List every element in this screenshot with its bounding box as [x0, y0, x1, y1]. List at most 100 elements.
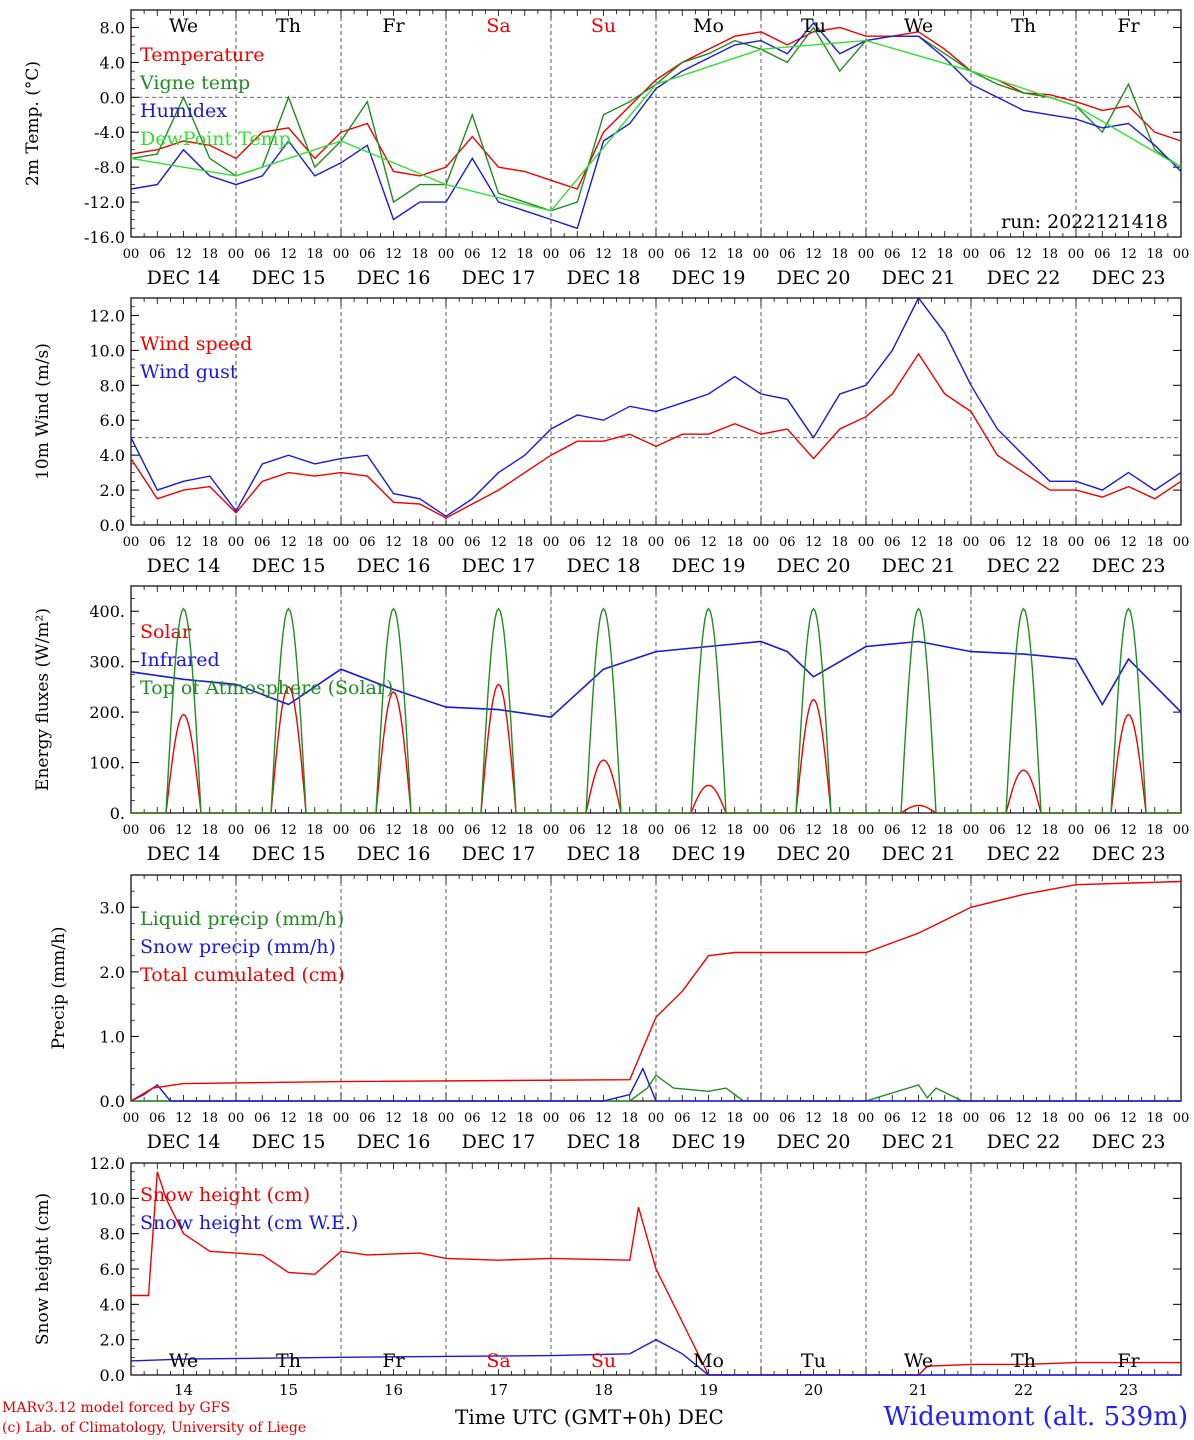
- hour-tick-label: 18: [411, 1111, 428, 1126]
- hour-tick-label: 12: [700, 535, 717, 550]
- date-label: DEC 23: [1092, 555, 1166, 577]
- date-label: DEC 15: [252, 1131, 326, 1153]
- hour-tick-label: 18: [831, 1111, 848, 1126]
- date-label: DEC 17: [462, 1131, 536, 1153]
- date-label: DEC 14: [147, 555, 221, 577]
- legend-entry: Snow precip (mm/h): [140, 936, 336, 958]
- hour-tick-label: 06: [149, 535, 166, 550]
- hour-tick-label: 12: [595, 1111, 612, 1126]
- series-line-liquid-precip-mm-h-: [131, 1074, 1181, 1102]
- hour-tick-label: 00: [753, 535, 770, 550]
- date-label: DEC 18: [567, 267, 641, 289]
- day-name-label: Sa: [486, 15, 510, 37]
- date-label: DEC 15: [252, 267, 326, 289]
- day-name-label: Th: [276, 15, 301, 37]
- hour-tick-label: 18: [1146, 1111, 1163, 1126]
- hour-tick-label: 06: [674, 823, 691, 838]
- hour-tick-label: 12: [490, 247, 507, 262]
- hour-tick-label: 12: [175, 1111, 192, 1126]
- series-line-humidex: [130, 22, 1182, 230]
- hour-tick-label: 00: [648, 247, 665, 262]
- hour-tick-label: 18: [621, 1111, 638, 1126]
- hour-tick-label: 18: [411, 247, 428, 262]
- y-axis-label: Snow height (cm): [33, 1193, 53, 1345]
- legend-entry: Temperature: [140, 44, 264, 66]
- day-name-label: We: [169, 15, 198, 37]
- day-name-label: Th: [276, 1350, 301, 1372]
- date-label: DEC 16: [357, 267, 431, 289]
- hour-tick-label: 06: [254, 823, 271, 838]
- hour-tick-label: 00: [333, 535, 350, 550]
- hour-tick-label: 12: [910, 1111, 927, 1126]
- hour-tick-label: 00: [543, 535, 560, 550]
- date-label: DEC 19: [672, 1131, 746, 1153]
- hour-tick-label: 00: [858, 535, 875, 550]
- hour-tick-label: 12: [700, 823, 717, 838]
- hour-tick-label: 00: [753, 247, 770, 262]
- legend-entry: Wind gust: [140, 361, 238, 383]
- y-tick-label: 10.0: [89, 341, 125, 360]
- hour-tick-label: 12: [490, 1111, 507, 1126]
- hour-tick-label: 00: [333, 247, 350, 262]
- hour-tick-label: 18: [936, 247, 953, 262]
- date-label: DEC 22: [987, 267, 1061, 289]
- date-label: DEC 21: [882, 843, 956, 865]
- legend-entry: DewPoint Temp: [140, 128, 291, 150]
- day-name-label: Fr: [1117, 1350, 1140, 1372]
- hour-tick-label: 06: [989, 535, 1006, 550]
- hour-tick-label: 18: [201, 823, 218, 838]
- date-label: DEC 18: [567, 843, 641, 865]
- day-name-label: Mo: [693, 15, 724, 37]
- hour-tick-label: 00: [1173, 823, 1190, 838]
- y-tick-label: 2.0: [100, 1331, 125, 1350]
- hour-tick-label: 12: [700, 247, 717, 262]
- hour-tick-label: 06: [359, 247, 376, 262]
- hour-tick-label: 12: [490, 823, 507, 838]
- hour-tick-label: 00: [963, 1111, 980, 1126]
- day-number-label: 22: [1014, 1381, 1033, 1399]
- date-label: DEC 16: [357, 843, 431, 865]
- hour-tick-label: 00: [123, 1111, 140, 1126]
- y-tick-label: 12.0: [89, 1154, 125, 1173]
- legend-entry: Snow height (cm W.E.): [140, 1212, 358, 1234]
- hour-tick-label: 00: [123, 535, 140, 550]
- date-label: DEC 19: [672, 555, 746, 577]
- hour-tick-label: 12: [175, 535, 192, 550]
- hour-tick-label: 12: [280, 823, 297, 838]
- y-tick-label: 4.0: [100, 53, 125, 72]
- hour-tick-label: 12: [385, 823, 402, 838]
- hour-tick-label: 00: [228, 247, 245, 262]
- y-axis-label: 10m Wind (m/s): [33, 343, 53, 480]
- hour-tick-label: 18: [621, 823, 638, 838]
- y-tick-label: 0.0: [100, 1366, 125, 1385]
- hour-tick-label: 00: [123, 247, 140, 262]
- hour-tick-label: 18: [621, 535, 638, 550]
- hour-tick-label: 12: [700, 1111, 717, 1126]
- y-tick-label: 4.0: [100, 1295, 125, 1314]
- hour-tick-label: 06: [1094, 823, 1111, 838]
- hour-tick-label: 00: [858, 823, 875, 838]
- y-tick-label: 0.0: [100, 88, 125, 107]
- hour-tick-label: 18: [306, 823, 323, 838]
- hour-tick-label: 12: [1120, 823, 1137, 838]
- hour-tick-label: 06: [1094, 247, 1111, 262]
- hour-tick-label: 18: [411, 823, 428, 838]
- y-axis-label: 2m Temp. (°C): [23, 61, 43, 186]
- day-name-label: Sa: [486, 1350, 510, 1372]
- hour-tick-label: 06: [569, 1111, 586, 1126]
- hour-tick-label: 00: [858, 247, 875, 262]
- series-line-wind-gust: [130, 296, 1182, 518]
- y-tick-label: 8.0: [100, 18, 125, 37]
- date-label: DEC 22: [987, 555, 1061, 577]
- hour-tick-label: 12: [385, 535, 402, 550]
- hour-tick-label: 18: [201, 535, 218, 550]
- day-name-label: Fr: [382, 15, 405, 37]
- hour-tick-label: 12: [805, 535, 822, 550]
- hour-tick-label: 00: [228, 535, 245, 550]
- hour-tick-label: 06: [1094, 1111, 1111, 1126]
- hour-tick-label: 06: [464, 535, 481, 550]
- series-line-dewpoint-temp: [130, 39, 1182, 212]
- hour-tick-label: 00: [1173, 1111, 1190, 1126]
- y-tick-label: 0.: [110, 804, 125, 823]
- hour-tick-label: 12: [385, 247, 402, 262]
